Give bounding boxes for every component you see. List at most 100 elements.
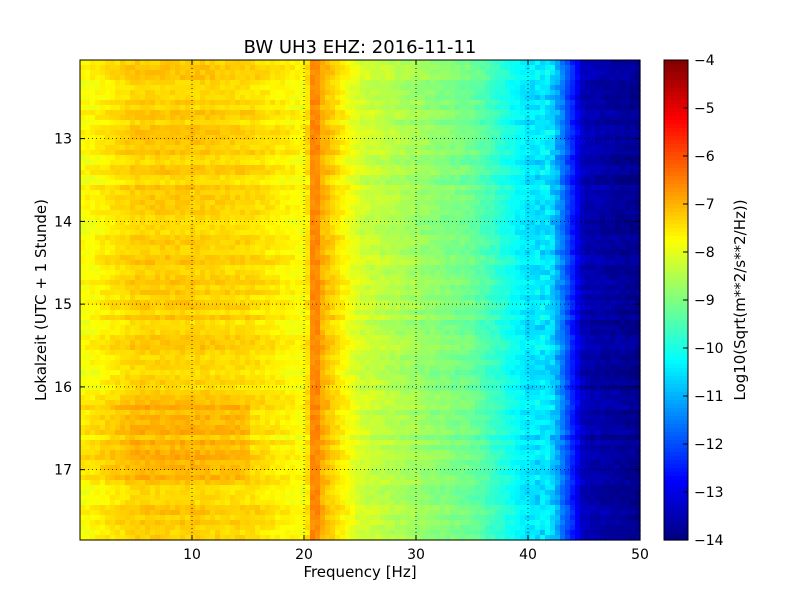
heatmap-cell [230,100,236,106]
heatmap-cell [635,150,641,156]
heatmap-cell [240,280,246,286]
heatmap-cell [405,135,411,141]
heatmap-cell [410,255,416,261]
heatmap-cell [530,185,536,191]
heatmap-cell [330,145,336,151]
heatmap-cell [250,85,256,91]
heatmap-cell [380,160,386,166]
heatmap-cell [190,180,196,186]
heatmap-cell [495,130,501,136]
heatmap-cell [345,215,351,221]
heatmap-cell [290,95,296,101]
heatmap-cell [470,255,476,261]
heatmap-cell [150,95,156,101]
heatmap-cell [430,265,436,271]
heatmap-cell [420,240,426,246]
heatmap-cell [360,75,366,81]
heatmap-cell [205,240,211,246]
heatmap-cell [420,145,426,151]
heatmap-cell [220,225,226,231]
heatmap-cell [445,230,451,236]
heatmap-cell [220,275,226,281]
heatmap-cell [330,150,336,156]
heatmap-cell [145,85,151,91]
heatmap-cell [265,175,271,181]
heatmap-cell [135,105,141,111]
heatmap-cell [525,175,531,181]
heatmap-cell [325,120,331,126]
heatmap-cell [265,245,271,251]
heatmap-cell [110,175,116,181]
heatmap-cell [420,140,426,146]
heatmap-cell [260,235,266,241]
heatmap-cell [375,95,381,101]
heatmap-cell [430,220,436,226]
heatmap-cell [475,190,481,196]
heatmap-cell [635,195,641,201]
heatmap-cell [80,75,86,81]
heatmap-cell [585,145,591,151]
heatmap-cell [310,120,316,126]
heatmap-cell [140,125,146,131]
heatmap-cell [475,80,481,86]
heatmap-cell [480,95,486,101]
heatmap-cell [290,150,296,156]
heatmap-cell [345,95,351,101]
heatmap-cell [290,165,296,171]
heatmap-cell [540,90,546,96]
heatmap-cell [320,265,326,271]
heatmap-cell [325,170,331,176]
heatmap-cell [340,265,346,271]
heatmap-cell [385,210,391,216]
heatmap-cell [195,205,201,211]
heatmap-cell [385,175,391,181]
heatmap-cell [265,210,271,216]
heatmap-cell [165,220,171,226]
heatmap-cell [445,255,451,261]
heatmap-cell [580,130,586,136]
heatmap-cell [95,125,101,131]
heatmap-cell [195,215,201,221]
heatmap-cell [250,135,256,141]
heatmap-cell [580,150,586,156]
heatmap-cell [110,100,116,106]
heatmap-cell [300,210,306,216]
heatmap-cell [345,60,351,66]
heatmap-cell [200,90,206,96]
heatmap-cell [245,125,251,131]
heatmap-cell [630,270,636,276]
heatmap-cell [435,180,441,186]
heatmap-cell [315,195,321,201]
heatmap-cell [515,230,521,236]
heatmap-cell [555,80,561,86]
heatmap-cell [150,195,156,201]
heatmap-cell [120,115,126,121]
heatmap-cell [605,175,611,181]
heatmap-cell [555,155,561,161]
heatmap-cell [440,145,446,151]
heatmap-cell [290,265,296,271]
heatmap-cell [415,85,421,91]
heatmap-cell [445,220,451,226]
heatmap-cell [465,85,471,91]
heatmap-cell [335,200,341,206]
heatmap-cell [440,220,446,226]
heatmap-cell [330,275,336,281]
heatmap-cell [515,95,521,101]
heatmap-cell [245,240,251,246]
heatmap-cell [515,185,521,191]
heatmap-cell [185,115,191,121]
heatmap-cell [595,70,601,76]
heatmap-cell [140,155,146,161]
heatmap-cell [320,240,326,246]
heatmap-cell [510,275,516,281]
heatmap-cell [435,175,441,181]
heatmap-cell [510,150,516,156]
heatmap-cell [85,105,91,111]
heatmap-cell [140,245,146,251]
heatmap-cell [220,80,226,86]
heatmap-cell [635,260,641,266]
heatmap-cell [505,190,511,196]
heatmap-cell [165,130,171,136]
heatmap-cell [130,115,136,121]
